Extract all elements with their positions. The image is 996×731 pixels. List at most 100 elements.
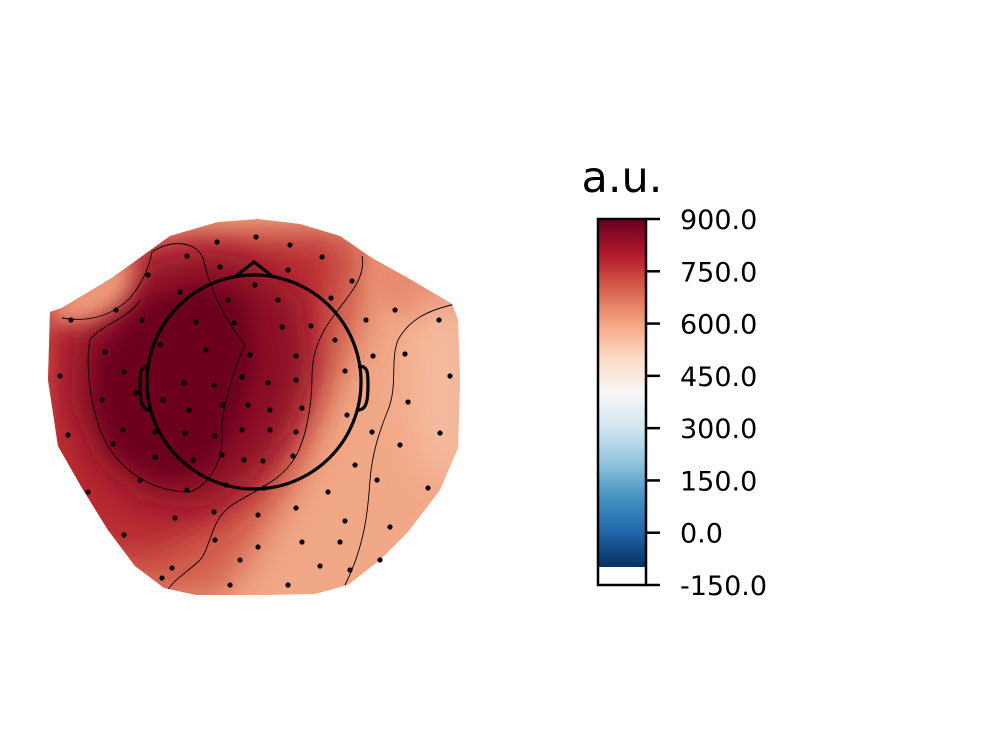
sensor-dot	[223, 482, 229, 488]
sensor-dot	[139, 317, 145, 323]
head-outline	[138, 259, 370, 491]
sensor-dot	[293, 505, 299, 511]
colorbar-tick-label: 300.0	[680, 414, 757, 445]
sensor-dot	[231, 320, 237, 326]
sensor-dot	[160, 397, 166, 403]
sensor-dot	[241, 457, 247, 463]
sensor-dot	[344, 412, 350, 418]
sensor-dot	[120, 427, 126, 433]
sensor-dot	[405, 399, 411, 405]
sensor-dot	[290, 453, 296, 459]
sensor-dot	[370, 353, 376, 359]
sensor-dot	[152, 454, 158, 460]
sensor-dot	[193, 319, 199, 325]
sensor-dot	[425, 485, 431, 491]
sensor-dot	[265, 380, 271, 386]
sensor-dot	[121, 369, 127, 375]
sensor-dot	[397, 442, 403, 448]
sensor-dot	[436, 317, 442, 323]
sensor-dot	[325, 489, 331, 495]
sensor-dot	[299, 539, 305, 545]
sensor-dot	[184, 487, 190, 493]
sensor-dot	[184, 253, 190, 259]
sensor-dot	[308, 323, 314, 329]
sensor-dot	[352, 462, 358, 468]
contour-line-650b	[344, 303, 456, 586]
sensor-dot	[437, 430, 443, 436]
sensor-dot	[137, 477, 143, 483]
sensor-dot	[203, 347, 209, 353]
sensor-dot	[245, 402, 251, 408]
sensor-dot	[363, 317, 369, 323]
colorbar-gradient	[598, 219, 646, 567]
sensor-dot	[181, 380, 187, 386]
nose-outline	[235, 259, 273, 278]
sensor-dot	[347, 567, 353, 573]
sensor-dot	[214, 239, 220, 245]
sensor-dot	[225, 297, 231, 303]
sensor-dot	[342, 368, 348, 374]
colorbar-tick-label: 900.0	[680, 205, 757, 236]
sensor-dot	[267, 427, 273, 433]
sensor-dot	[157, 342, 163, 348]
sensor-dot	[293, 429, 299, 435]
sensor-dot	[328, 295, 334, 301]
sensor-dot	[293, 353, 299, 359]
sensor-dot	[332, 337, 338, 343]
sensor-dot	[317, 563, 323, 569]
sensor-dot	[133, 390, 139, 396]
sensor-dot	[145, 272, 151, 278]
sensor-dots	[57, 234, 453, 588]
colorbar-tick-label: 0.0	[680, 519, 723, 550]
sensor-dot	[211, 382, 217, 388]
head-circle	[145, 273, 363, 491]
sensor-dot	[285, 267, 291, 273]
sensor-dot	[65, 432, 71, 438]
sensor-dot	[212, 537, 218, 543]
sensor-dot	[113, 307, 119, 313]
sensor-dot	[287, 242, 293, 248]
sensor-dot	[255, 544, 261, 550]
colorbar-ticks: 900.0 750.0 600.0 450.0 300.0 150.0 0.0 -150.0	[646, 205, 767, 602]
sensor-dot	[220, 402, 226, 408]
sensor-dot	[211, 509, 217, 515]
sensor-dot	[260, 458, 266, 464]
sensor-dot	[177, 289, 183, 295]
sensor-dot	[377, 557, 383, 563]
sensor-dot	[447, 373, 453, 379]
sensor-dot	[285, 582, 291, 588]
sensor-dot	[239, 427, 245, 433]
sensor-dot	[57, 373, 63, 379]
sensor-dot	[349, 278, 355, 284]
sensor-dot	[369, 429, 375, 435]
sensor-dot	[402, 351, 408, 357]
sensor-dot	[159, 575, 165, 581]
sensor-dot	[319, 254, 325, 260]
sensor-dot	[99, 397, 105, 403]
right-ear-outline	[357, 364, 370, 412]
sensor-dot	[255, 512, 261, 518]
sensor-dot	[85, 489, 91, 495]
colorbar-white-segment	[598, 567, 646, 585]
sensor-dot	[374, 477, 380, 483]
sensor-dot	[247, 352, 253, 358]
sensor-dot	[102, 349, 108, 355]
colorbar-title: a.u.	[582, 153, 663, 203]
sensor-dot	[186, 407, 192, 413]
sensor-dot	[293, 377, 299, 383]
contour-line-650a	[167, 255, 364, 591]
sensor-dot	[121, 532, 127, 538]
sensor-dot	[337, 539, 343, 545]
colorbar-tick-label: 450.0	[680, 362, 757, 393]
sensor-dot	[299, 405, 305, 411]
colorbar-tick-label: 750.0	[680, 257, 757, 288]
sensor-dot	[253, 234, 259, 240]
sensor-dot	[267, 407, 273, 413]
sensor-dot	[190, 457, 196, 463]
sensor-dot	[68, 317, 74, 323]
colorbar-frame	[596, 217, 648, 587]
sensor-dot	[252, 282, 258, 288]
sensor-dot	[237, 557, 243, 563]
sensor-dot	[279, 324, 285, 330]
